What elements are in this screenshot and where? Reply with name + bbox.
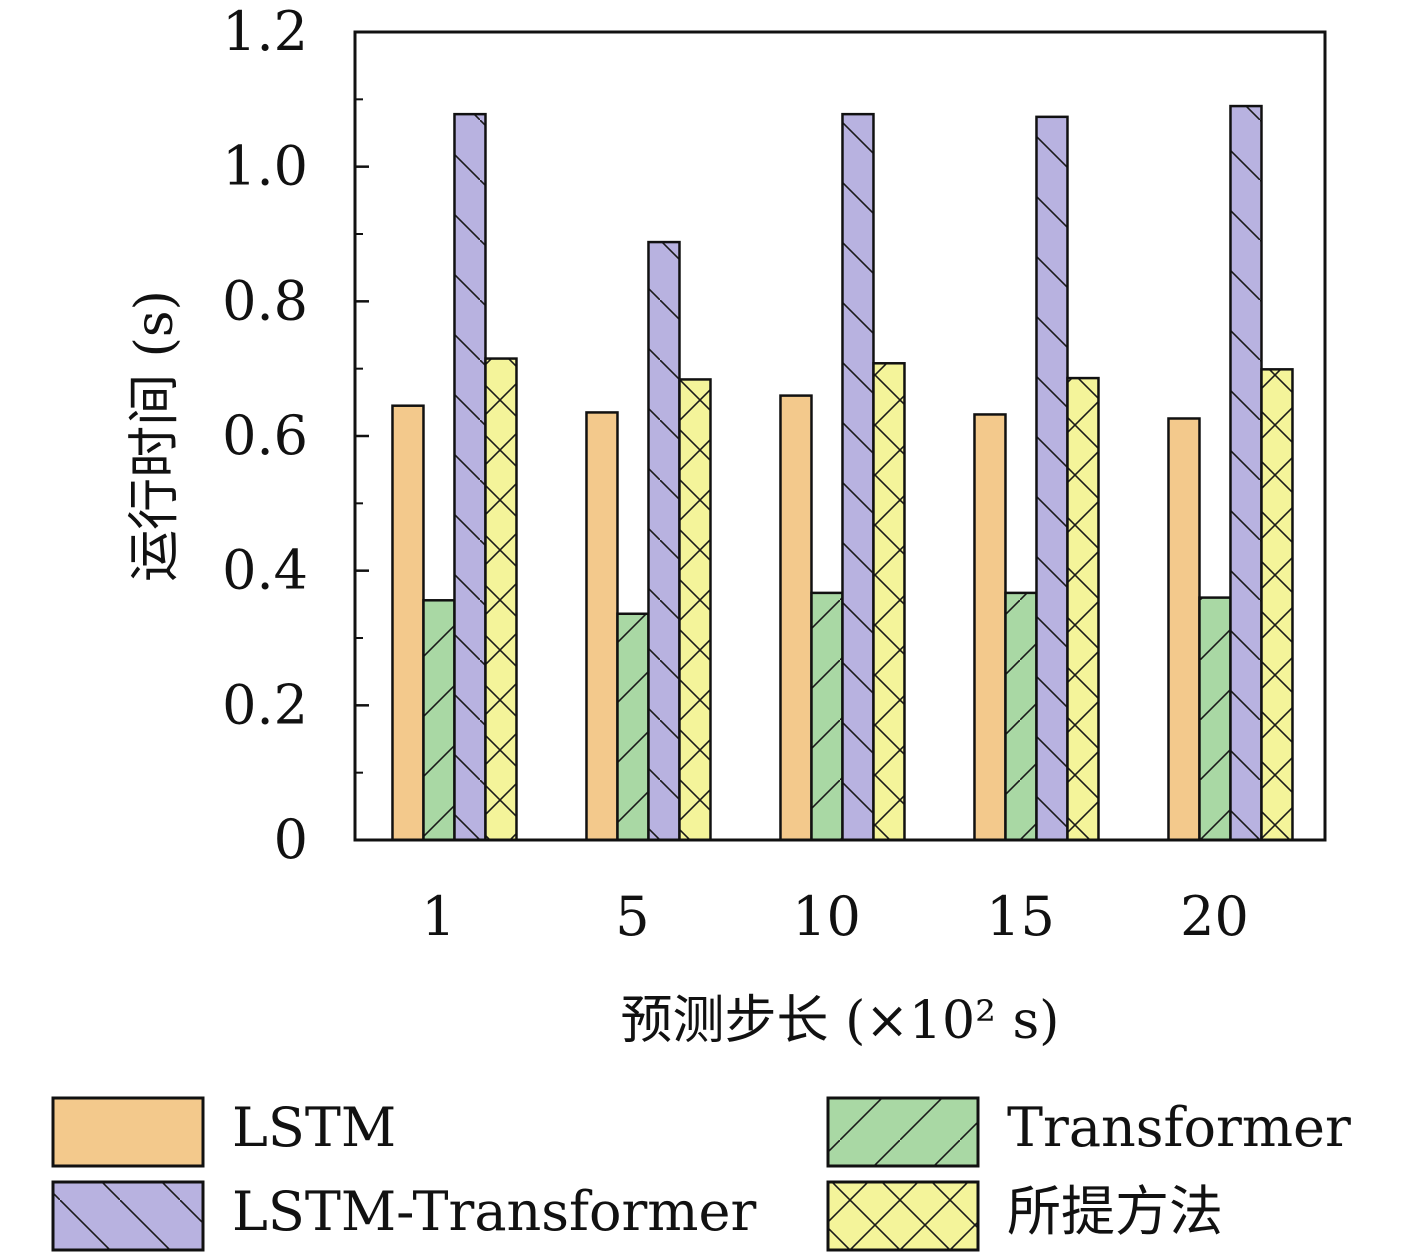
legend-item-transformer: Transformer [826, 1096, 1351, 1168]
legend-swatch-border [51, 1096, 205, 1168]
bar-lstm-transformer-15-hatch [1036, 116, 1068, 841]
bar-proposed-15-hatch [1067, 378, 1099, 840]
bars [391, 104, 1294, 842]
legend-swatch-hatch [828, 1182, 978, 1250]
x-tick-label: 20 [1180, 885, 1249, 948]
x-tick-label: 5 [615, 885, 649, 948]
legend: LSTM Transformer LSTM-Transformer 所提方法 [51, 1096, 1351, 1252]
legend-label: LSTM [232, 1096, 396, 1159]
legend-label: Transformer [1007, 1096, 1351, 1159]
legend-swatch-border [826, 1096, 980, 1168]
bar-lstm-5-fill [586, 412, 618, 840]
x-axis: 1 5 10 15 20 [421, 885, 1249, 948]
x-tick-label: 10 [792, 885, 861, 948]
bar-transformer-20-hatch [1199, 597, 1231, 840]
bar-lstm-15-fill [974, 414, 1006, 840]
y-axis-title: 运行时间 (s) [125, 290, 185, 582]
y-tick-label: 0 [274, 808, 308, 871]
bar-transformer-15-hatch [1005, 592, 1037, 840]
bar-lstm-20-fill [1168, 418, 1200, 840]
bar-lstm-transformer-1-hatch [454, 114, 486, 840]
y-tick-label: 1.0 [222, 135, 308, 198]
bar-proposed-5-hatch [679, 379, 711, 840]
y-tick-label: 0.4 [222, 539, 308, 602]
y-tick-label: 1.2 [222, 0, 308, 63]
bar-proposed-1-hatch [485, 358, 517, 840]
legend-item-lstm: LSTM [51, 1096, 396, 1168]
bar-transformer-5-hatch [617, 613, 649, 840]
legend-swatch-border [51, 1180, 205, 1252]
legend-item-lstm-transformer: LSTM-Transformer [51, 1180, 756, 1252]
bar-transformer-1-hatch [423, 600, 455, 840]
legend-swatch [53, 1098, 203, 1166]
legend-swatch-hatch [53, 1182, 203, 1250]
legend-item-proposed: 所提方法 [826, 1180, 1223, 1252]
y-tick-label: 0.8 [222, 269, 308, 332]
bar-lstm-transformer-20-hatch [1230, 106, 1262, 841]
legend-label: 所提方法 [1007, 1180, 1223, 1243]
bar-lstm-transformer-10-hatch [842, 114, 874, 840]
x-tick-label: 15 [986, 885, 1055, 948]
bar-transformer-10-hatch [811, 592, 843, 840]
bar-lstm-1-fill [392, 405, 424, 840]
bar-lstm-10-fill [780, 395, 812, 840]
y-axis: 0 0.2 0.4 0.6 0.8 1.0 1.2 [222, 0, 369, 871]
legend-label: LSTM-Transformer [232, 1180, 756, 1243]
x-axis-title: 预测步长 (×10² s) [621, 991, 1060, 1051]
bar-lstm-transformer-5-hatch [648, 242, 680, 840]
bar-proposed-10-hatch [873, 363, 905, 840]
bar-proposed-20-hatch [1261, 369, 1293, 840]
x-tick-label: 1 [421, 885, 455, 948]
legend-swatch-hatch [828, 1098, 978, 1166]
y-tick-label: 0.2 [222, 673, 308, 736]
y-tick-label: 0.6 [222, 404, 308, 467]
legend-swatch-border [826, 1180, 980, 1252]
